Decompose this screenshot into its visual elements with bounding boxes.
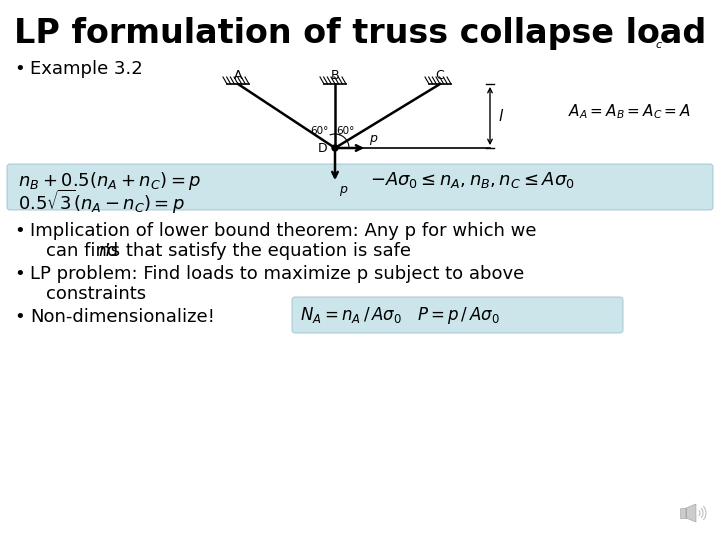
FancyBboxPatch shape (680, 508, 686, 518)
Text: A: A (234, 69, 242, 82)
Text: 60°: 60° (310, 126, 328, 136)
Text: LP problem: Find loads to maximize p subject to above: LP problem: Find loads to maximize p sub… (30, 265, 524, 283)
Text: Example 3.2: Example 3.2 (30, 60, 143, 78)
Text: $A_A = A_B = A_C = A$: $A_A = A_B = A_C = A$ (568, 102, 691, 121)
Text: LP formulation of truss collapse load: LP formulation of truss collapse load (14, 17, 706, 50)
Text: $N_A = n_A \, / \, A\sigma_0 \quad P = p \, / \, A\sigma_0$: $N_A = n_A \, / \, A\sigma_0 \quad P = p… (300, 305, 500, 326)
Text: C: C (436, 69, 444, 82)
Text: p: p (369, 132, 377, 145)
Text: p: p (339, 183, 347, 196)
Text: •: • (14, 265, 24, 283)
Text: c: c (655, 40, 661, 50)
Text: $-A\sigma_0 \leq n_A, n_B, n_C \leq A\sigma_0$: $-A\sigma_0 \leq n_A, n_B, n_C \leq A\si… (370, 170, 575, 190)
Text: can find: can find (46, 242, 124, 260)
FancyBboxPatch shape (7, 164, 713, 210)
Circle shape (332, 145, 338, 151)
FancyBboxPatch shape (292, 297, 623, 333)
Text: ’s that satisfy the equation is safe: ’s that satisfy the equation is safe (105, 242, 411, 260)
Text: •: • (14, 222, 24, 240)
Text: Implication of lower bound theorem: Any p for which we: Implication of lower bound theorem: Any … (30, 222, 536, 240)
Text: B: B (330, 69, 339, 82)
Text: $l$: $l$ (498, 108, 504, 124)
Text: •: • (14, 308, 24, 326)
Text: D: D (318, 141, 327, 154)
Text: 60°: 60° (336, 126, 354, 136)
Text: $n_B + 0.5(n_A + n_C) = p$: $n_B + 0.5(n_A + n_C) = p$ (18, 170, 202, 192)
Text: constraints: constraints (46, 285, 146, 303)
Polygon shape (686, 504, 696, 522)
Text: $0.5\sqrt{3}(n_A - n_C) = p$: $0.5\sqrt{3}(n_A - n_C) = p$ (18, 188, 185, 216)
Text: Non-dimensionalize!: Non-dimensionalize! (30, 308, 215, 326)
Text: n: n (98, 242, 109, 260)
Text: •: • (14, 60, 24, 78)
